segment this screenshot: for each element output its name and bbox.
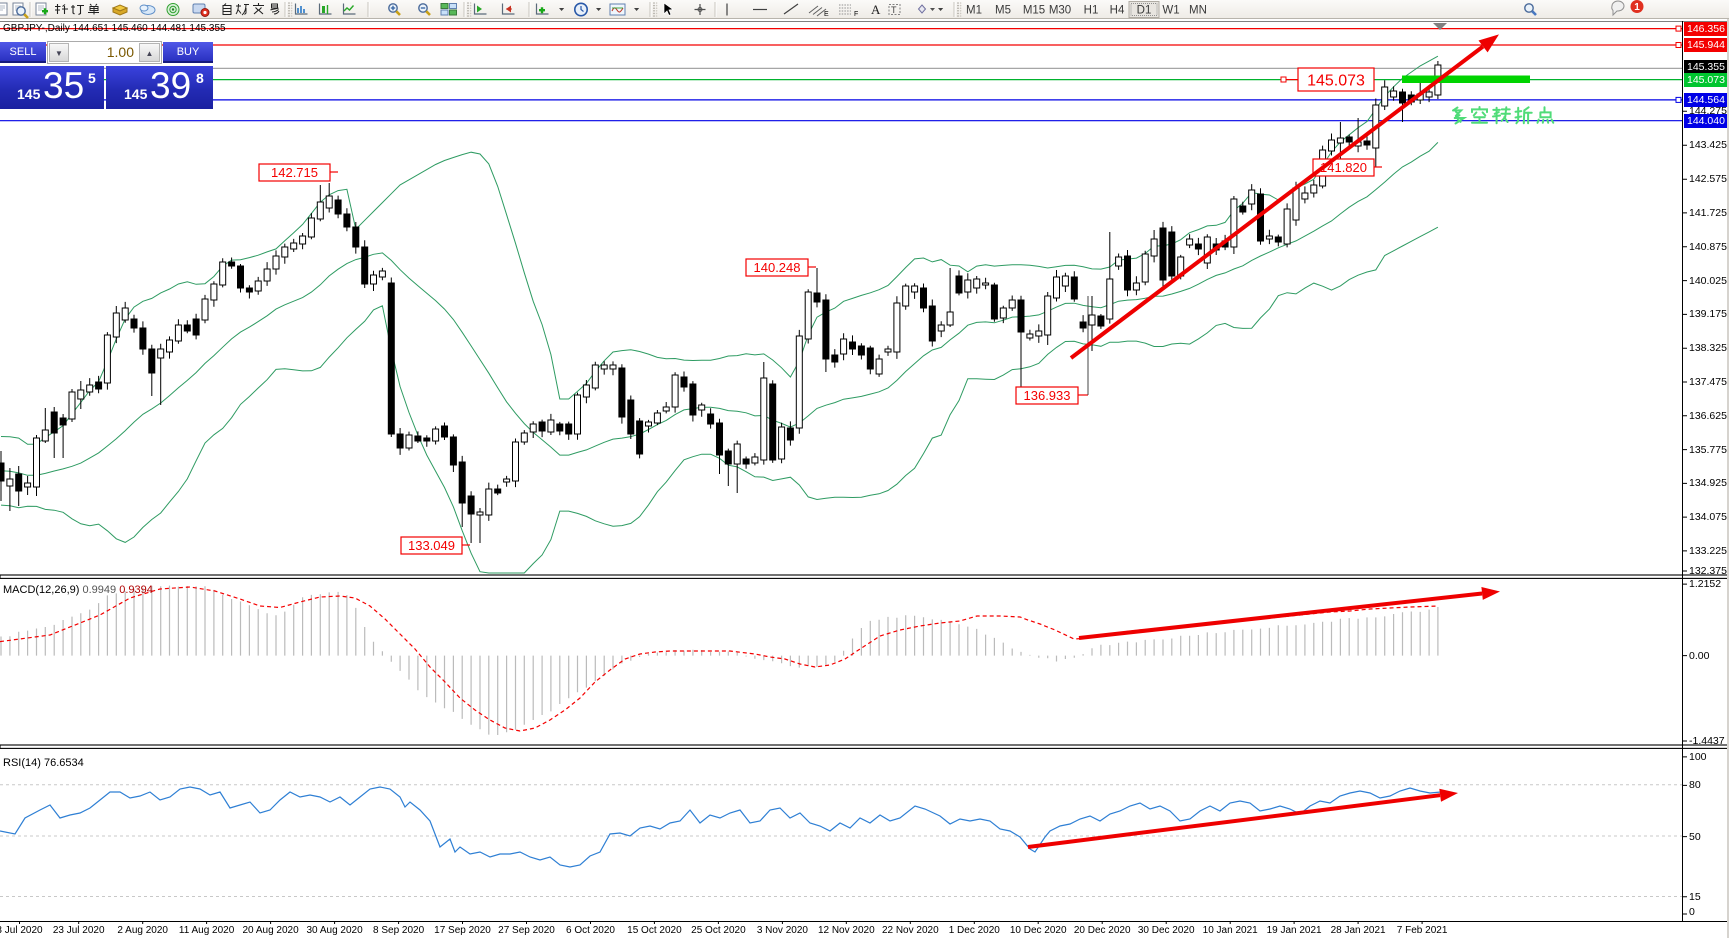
svg-text:142.715: 142.715 <box>271 165 318 180</box>
svg-text:141.820: 141.820 <box>1320 160 1367 175</box>
svg-text:6 Oct 2020: 6 Oct 2020 <box>566 925 615 936</box>
svg-text:E: E <box>824 11 829 18</box>
svg-text:17 Sep 2020: 17 Sep 2020 <box>434 925 491 936</box>
svg-text:136.933: 136.933 <box>1024 388 1071 403</box>
svg-text:22 Nov 2020: 22 Nov 2020 <box>882 925 939 936</box>
svg-text:M30: M30 <box>1049 5 1071 17</box>
svg-text:12 Nov 2020: 12 Nov 2020 <box>818 925 875 936</box>
svg-text:25 Oct 2020: 25 Oct 2020 <box>691 925 746 936</box>
svg-text:20 Aug 2020: 20 Aug 2020 <box>243 925 300 936</box>
svg-text:H4: H4 <box>1110 5 1125 17</box>
svg-text:A: A <box>871 2 881 17</box>
svg-text:1 Dec 2020: 1 Dec 2020 <box>949 925 1001 936</box>
svg-text:133.049: 133.049 <box>408 538 455 553</box>
svg-text:145.073: 145.073 <box>1307 72 1365 89</box>
svg-text:F: F <box>854 11 858 18</box>
svg-text:28 Jan 2021: 28 Jan 2021 <box>1331 925 1386 936</box>
svg-text:2 Aug 2020: 2 Aug 2020 <box>117 925 168 936</box>
svg-text:M5: M5 <box>995 5 1011 17</box>
svg-text:H1: H1 <box>1084 5 1099 17</box>
svg-text:8 Sep 2020: 8 Sep 2020 <box>373 925 425 936</box>
svg-text:M15: M15 <box>1023 5 1045 17</box>
svg-text:MACD(12,26,9) 0.9949 0.9394: MACD(12,26,9) 0.9949 0.9394 <box>3 584 153 596</box>
svg-text:GBPJPY-,Daily 144.651 145.460: GBPJPY-,Daily 144.651 145.460 144.481 14… <box>3 23 226 34</box>
svg-text:MN: MN <box>1189 5 1207 17</box>
svg-text:19 Jan 2021: 19 Jan 2021 <box>1267 925 1322 936</box>
svg-text:RSI(14) 76.6534: RSI(14) 76.6534 <box>3 757 84 769</box>
svg-text:30 Aug 2020: 30 Aug 2020 <box>307 925 364 936</box>
svg-text:D1: D1 <box>1137 5 1152 17</box>
svg-text:3 Jul 2020: 3 Jul 2020 <box>0 925 43 936</box>
svg-text:T: T <box>891 5 897 15</box>
svg-text:10 Dec 2020: 10 Dec 2020 <box>1010 925 1067 936</box>
svg-text:M1: M1 <box>966 5 982 17</box>
svg-text:W1: W1 <box>1162 5 1179 17</box>
svg-text:3 Nov 2020: 3 Nov 2020 <box>757 925 809 936</box>
svg-text:11 Aug 2020: 11 Aug 2020 <box>179 925 235 936</box>
svg-text:140.248: 140.248 <box>754 260 801 275</box>
svg-text:1: 1 <box>1634 2 1640 13</box>
svg-text:23 Jul 2020: 23 Jul 2020 <box>53 925 105 936</box>
svg-text:27 Sep 2020: 27 Sep 2020 <box>498 925 555 936</box>
svg-text:10 Jan 2021: 10 Jan 2021 <box>1203 925 1258 936</box>
svg-text:7 Feb 2021: 7 Feb 2021 <box>1397 925 1448 936</box>
svg-text:30 Dec 2020: 30 Dec 2020 <box>1138 925 1195 936</box>
svg-text:15 Oct 2020: 15 Oct 2020 <box>627 925 682 936</box>
svg-text:20 Dec 2020: 20 Dec 2020 <box>1074 925 1131 936</box>
